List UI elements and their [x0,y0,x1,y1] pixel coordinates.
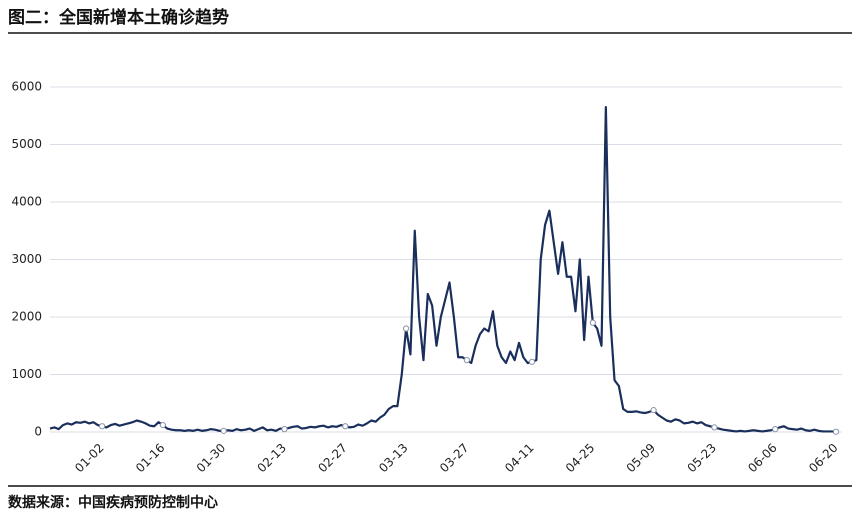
x-tick-label: 01-30 [194,441,229,476]
point-marker [589,319,596,326]
x-tick-label: 04-11 [502,441,537,476]
x-tick-label: 05-23 [684,441,719,476]
point-marker [832,428,840,435]
point-marker [711,424,718,431]
point-marker [99,423,106,430]
point-marker [772,426,779,433]
data-line [49,106,837,433]
y-tick-label: 3000 [11,252,42,266]
x-tick-label: 05-09 [624,441,659,476]
point-marker [281,426,288,433]
y-tick-label: 6000 [11,80,42,94]
x-tick-label: 03-27 [437,441,472,476]
y-tick-label: 0 [34,425,42,439]
point-marker [342,423,349,430]
y-tick-label: 5000 [11,137,42,151]
source-note: 数据来源：中国疾病预防控制中心 [8,494,218,511]
x-tick-label: 06-06 [745,441,780,476]
point-marker [402,325,410,332]
y-tick-label: 1000 [11,367,42,381]
x-tick-label: 01-02 [72,441,107,476]
x-tick-label: 02-27 [315,441,350,476]
chart-title: 图二：全国新增本土确诊趋势 [8,7,229,28]
point-marker [220,427,227,434]
y-tick-label: 4000 [11,195,42,209]
point-marker [650,407,657,414]
x-tick-label: 03-13 [376,441,411,476]
x-tick-label: 01-16 [133,441,168,476]
x-tick-label: 02-13 [255,441,290,476]
x-tick-label: 04-25 [563,441,598,476]
y-tick-label: 2000 [11,310,42,324]
point-marker [528,358,536,365]
point-marker [463,357,470,364]
x-tick-label: 06-20 [806,441,841,476]
point-marker [159,422,167,429]
